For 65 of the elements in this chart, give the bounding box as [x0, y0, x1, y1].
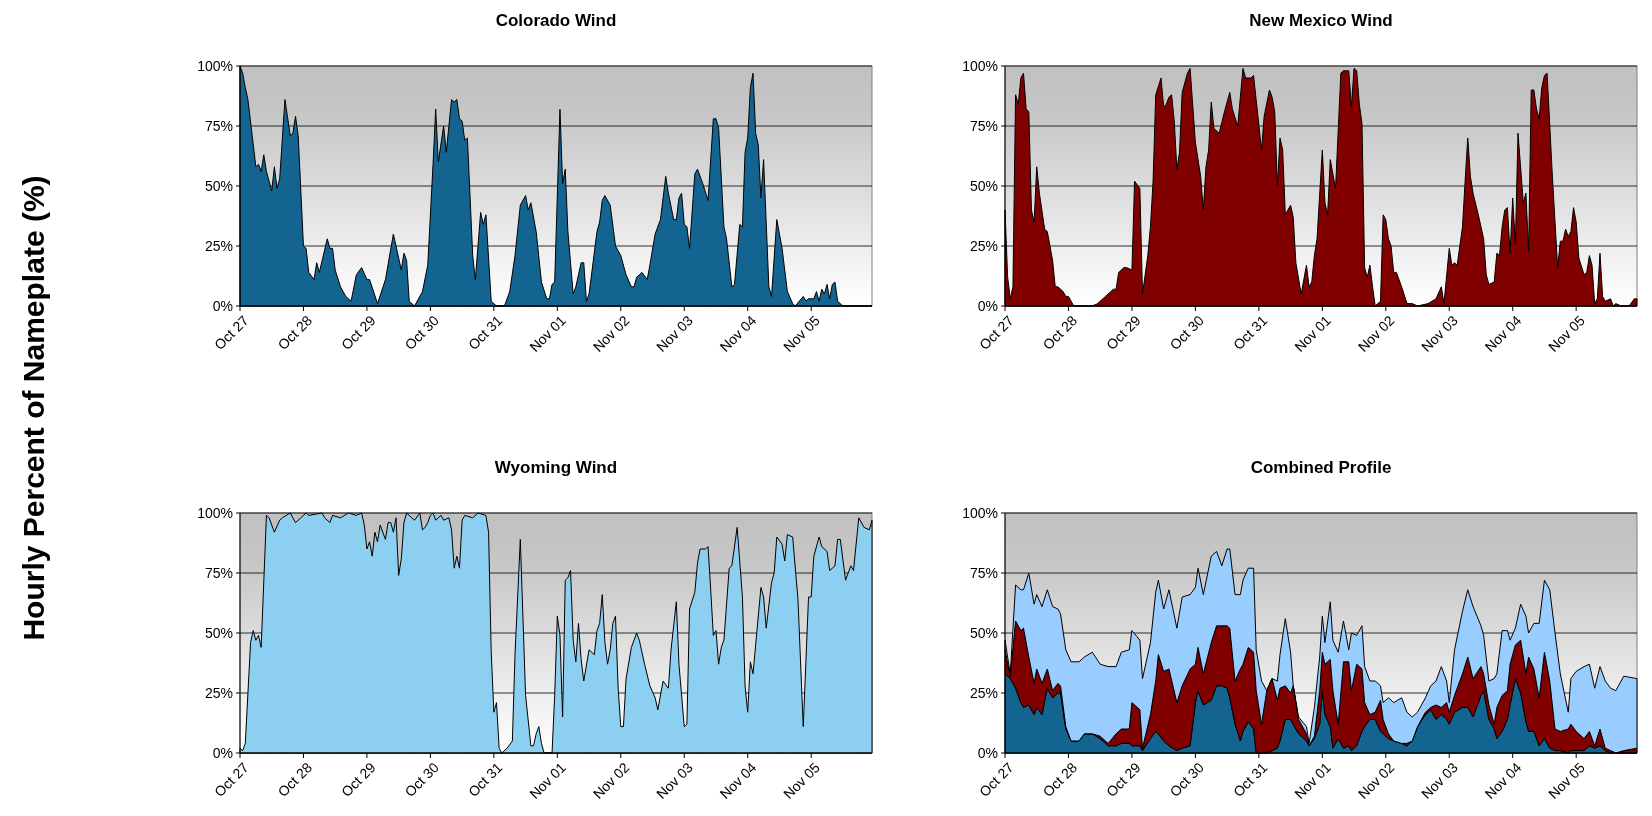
y-tick-label: 50%: [969, 624, 998, 641]
y-tick-label: 100%: [962, 57, 998, 74]
x-tick-label: Nov 04: [716, 759, 760, 802]
chart-title: Wyoming Wind: [494, 458, 618, 477]
y-tick-label: 0%: [977, 744, 998, 761]
x-tick-label: Oct 29: [338, 759, 379, 800]
x-tick-label: Nov 04: [716, 312, 760, 355]
x-tick-label: Nov 01: [526, 759, 570, 802]
x-tick-label: Oct 28: [274, 759, 316, 800]
y-tick-label: 75%: [969, 564, 998, 581]
x-tick-label: Nov 03: [653, 759, 696, 802]
x-tick-label: Nov 02: [1354, 759, 1398, 802]
y-tick-label: 75%: [969, 117, 998, 134]
x-tick-label: Nov 01: [526, 312, 570, 355]
y-tick-label: 50%: [969, 177, 998, 194]
y-tick-label: 25%: [969, 237, 998, 254]
x-tick-label: Oct 27: [211, 759, 252, 800]
x-tick-label: Nov 02: [589, 759, 633, 802]
x-tick-label: Nov 01: [1291, 759, 1335, 802]
y-tick-label: 75%: [204, 564, 233, 581]
y-axis-title: Hourly Percent of Nameplate (%): [17, 175, 50, 641]
y-tick-label: 100%: [197, 57, 233, 74]
x-tick-label: Nov 05: [780, 312, 823, 355]
x-tick-label: Oct 31: [1229, 312, 1271, 353]
x-tick-label: Oct 30: [1166, 759, 1208, 800]
x-tick-label: Nov 04: [1481, 312, 1525, 355]
x-tick-label: Nov 02: [1354, 312, 1398, 355]
y-tick-label: 100%: [197, 504, 233, 521]
chart-title: Combined Profile: [1250, 458, 1392, 477]
x-tick-label: Nov 05: [780, 759, 823, 802]
y-tick-label: 25%: [204, 237, 233, 254]
y-tick-label: 25%: [969, 684, 998, 701]
x-tick-label: Oct 30: [401, 759, 443, 800]
x-tick-label: Oct 30: [1166, 312, 1208, 353]
x-tick-label: Nov 05: [1545, 312, 1588, 355]
x-tick-label: Nov 05: [1545, 759, 1588, 802]
x-tick-label: Oct 28: [274, 312, 316, 353]
x-tick-label: Nov 03: [1418, 312, 1461, 355]
x-tick-label: Oct 29: [1103, 759, 1144, 800]
x-tick-label: Oct 29: [338, 312, 379, 353]
x-tick-label: Nov 04: [1481, 759, 1525, 802]
y-tick-label: 50%: [204, 177, 233, 194]
x-tick-label: Nov 01: [1291, 312, 1335, 355]
chart-title: Colorado Wind: [495, 11, 617, 30]
x-tick-label: Nov 02: [589, 312, 633, 355]
x-tick-label: Nov 03: [1418, 759, 1461, 802]
y-tick-label: 25%: [204, 684, 233, 701]
x-tick-label: Oct 29: [1103, 312, 1144, 353]
x-tick-label: Oct 27: [211, 312, 252, 353]
x-tick-label: Oct 28: [1039, 759, 1081, 800]
y-tick-label: 50%: [204, 624, 233, 641]
y-tick-label: 0%: [977, 297, 998, 314]
x-tick-label: Oct 31: [464, 312, 506, 353]
y-tick-label: 100%: [962, 504, 998, 521]
x-tick-label: Oct 30: [401, 312, 443, 353]
y-tick-label: 75%: [204, 117, 233, 134]
x-tick-label: Nov 03: [653, 312, 696, 355]
x-tick-label: Oct 31: [464, 759, 506, 800]
x-tick-label: Oct 28: [1039, 312, 1081, 353]
x-tick-label: Oct 27: [976, 759, 1017, 800]
x-tick-label: Oct 27: [976, 312, 1017, 353]
y-tick-label: 0%: [212, 744, 233, 761]
y-tick-label: 0%: [212, 297, 233, 314]
x-tick-label: Oct 31: [1229, 759, 1271, 800]
chart-title: New Mexico Wind: [1249, 11, 1393, 30]
